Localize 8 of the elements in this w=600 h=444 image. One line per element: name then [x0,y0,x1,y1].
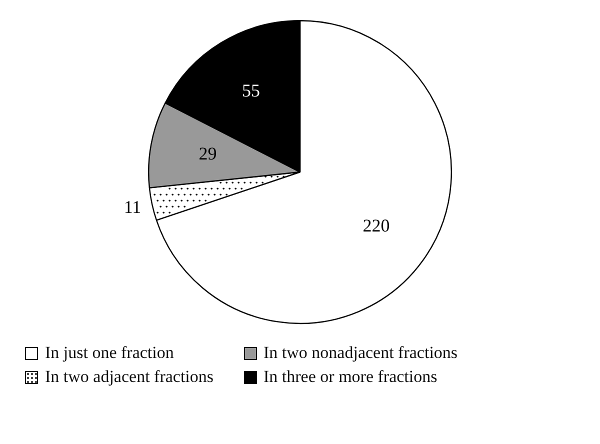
data-label: 55 [242,80,260,101]
data-label: 29 [198,144,217,164]
legend-label: In three or more fractions [264,367,438,387]
data-label: 220 [362,216,390,236]
legend-label: In just one fraction [45,343,174,363]
data-label: 11 [124,197,142,218]
legend-label: In two adjacent fractions [45,367,214,387]
legend-label: In two nonadjacent fractions [264,343,458,363]
